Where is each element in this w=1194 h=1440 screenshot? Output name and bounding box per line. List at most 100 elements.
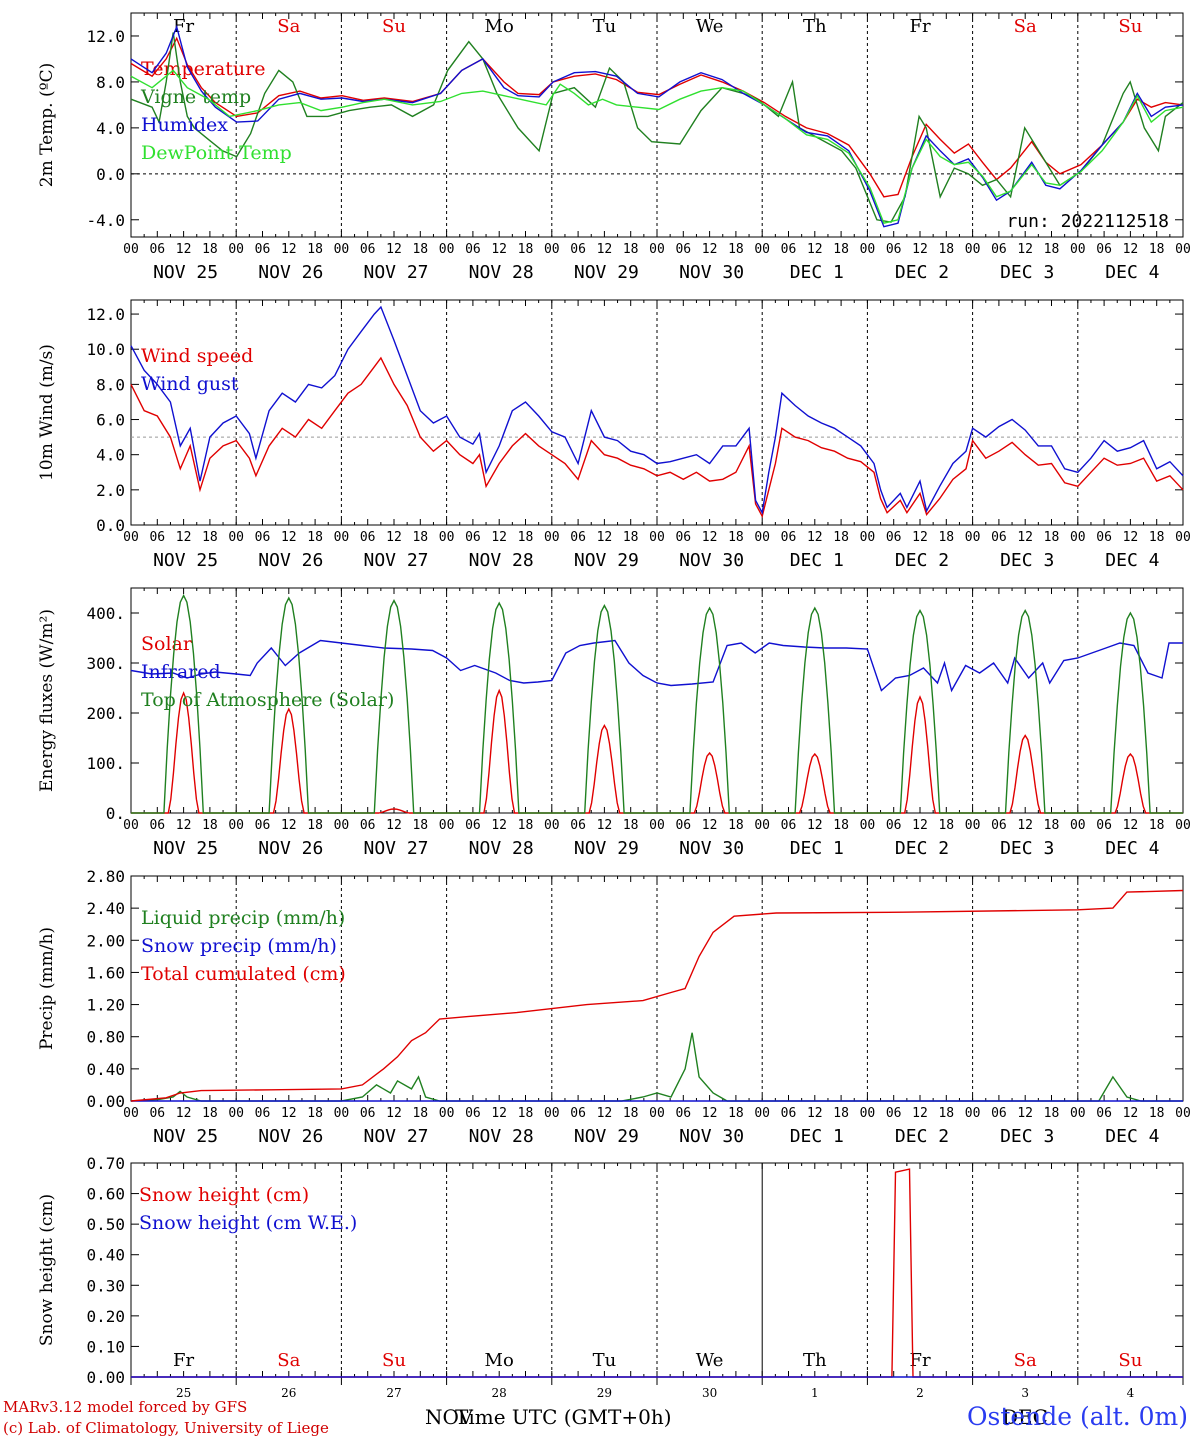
weekday-label: Su: [382, 16, 406, 37]
hour-tick-label: 12: [281, 1106, 297, 1121]
hour-tick-label: 18: [1044, 242, 1060, 257]
hour-tick-label: 06: [886, 1106, 902, 1121]
hour-tick-label: 06: [991, 818, 1007, 833]
hour-tick-label: 06: [360, 242, 376, 257]
series-line-wind-gust: [130, 305, 1184, 515]
date-label: DEC 3: [1000, 262, 1054, 283]
hour-tick-label: 06: [255, 530, 271, 545]
legend-dewpoint-temp: DewPoint Temp: [141, 142, 292, 164]
hour-tick-label: 00: [228, 242, 244, 257]
legend-wind-speed: Wind speed: [141, 345, 253, 367]
date-label: NOV 27: [363, 1126, 428, 1147]
hour-tick-label: 18: [833, 242, 849, 257]
hour-tick-label: 18: [307, 1106, 323, 1121]
hour-tick-label: 00: [439, 530, 455, 545]
hour-tick-label: 18: [307, 818, 323, 833]
hour-tick-label: 00: [754, 818, 770, 833]
hour-tick-label: 12: [1123, 530, 1139, 545]
series-line-dewpoint-temp: [130, 69, 1184, 225]
hour-tick-label: 00: [965, 1106, 981, 1121]
weekday-label: Th: [803, 1350, 827, 1371]
hour-tick-label: 12: [702, 1106, 718, 1121]
hour-tick-label: 00: [228, 530, 244, 545]
panel-frame-wind: [130, 299, 1184, 526]
y-axis-label-precip: Precip (mm/h): [37, 927, 57, 1050]
hour-tick-label: 00: [860, 530, 876, 545]
weekday-label: Fr: [909, 1350, 930, 1371]
hour-tick-label: 06: [465, 530, 481, 545]
date-label: NOV 25: [153, 838, 218, 859]
month-label-dec: DEC: [1002, 1405, 1048, 1429]
y-tick-label: 12.0: [86, 305, 125, 324]
y-tick-label: 1.20: [86, 996, 125, 1015]
day-number-label: 3: [1021, 1386, 1029, 1400]
y-tick-label: 4.0: [96, 119, 125, 138]
hour-tick-label: 18: [833, 818, 849, 833]
hour-tick-label: 12: [176, 818, 192, 833]
date-label: NOV 28: [469, 550, 534, 571]
weekday-label: Su: [382, 1350, 406, 1371]
hour-tick-label: 12: [912, 818, 928, 833]
legend-snow-height-cm-w-e-: Snow height (cm W.E.): [139, 1212, 357, 1234]
hour-tick-label: 12: [386, 818, 402, 833]
date-label: NOV 28: [469, 1126, 534, 1147]
hour-tick-label: 06: [781, 1106, 797, 1121]
hour-tick-label: 00: [123, 530, 139, 545]
legend-humidex: Humidex: [141, 114, 228, 136]
hour-tick-label: 12: [176, 242, 192, 257]
weekday-label: Tu: [593, 1350, 617, 1371]
hour-tick-label: 06: [1096, 818, 1112, 833]
legend-infrared: Infrared: [141, 661, 221, 683]
hour-tick-label: 12: [1123, 818, 1139, 833]
hour-tick-label: 12: [702, 530, 718, 545]
hour-tick-label: 12: [1017, 530, 1033, 545]
y-axis-label-wind: 10m Wind (m/s): [37, 344, 57, 481]
y-tick-label: 1.60: [86, 963, 125, 982]
legend-wind-gust: Wind gust: [141, 373, 239, 395]
day-number-label: 29: [597, 1386, 612, 1400]
hour-tick-label: 06: [255, 242, 271, 257]
date-label: NOV 29: [574, 550, 639, 571]
y-tick-label: 0.60: [86, 1185, 125, 1204]
hour-tick-label: 12: [1123, 1106, 1139, 1121]
day-number-label: 26: [281, 1386, 296, 1400]
date-label: NOV 29: [574, 1126, 639, 1147]
hour-tick-label: 12: [912, 1106, 928, 1121]
date-label: NOV 30: [679, 262, 744, 283]
y-tick-label: 400.: [86, 604, 125, 623]
hour-tick-label: 12: [807, 242, 823, 257]
hour-tick-label: 06: [570, 530, 586, 545]
hour-tick-label: 18: [202, 530, 218, 545]
hour-tick-label: 06: [675, 818, 691, 833]
hour-tick-label: 18: [938, 1106, 954, 1121]
date-label: DEC 3: [1000, 1126, 1054, 1147]
hour-tick-label: 18: [1044, 818, 1060, 833]
hour-tick-label: 00: [123, 818, 139, 833]
legend-vigne-temp: Vigne temp: [140, 86, 251, 108]
hour-tick-label: 06: [991, 530, 1007, 545]
legend-solar: Solar: [141, 633, 193, 655]
hour-tick-label: 00: [439, 1106, 455, 1121]
date-label: NOV 25: [153, 1126, 218, 1147]
y-tick-label: 0.40: [86, 1060, 125, 1079]
y-tick-label: 200.: [86, 704, 125, 723]
y-tick-label: 300.: [86, 654, 125, 673]
y-tick-label: 0.10: [86, 1337, 125, 1356]
hour-tick-label: 12: [1017, 1106, 1033, 1121]
weekday-label: Sa: [277, 1350, 300, 1371]
day-number-label: 1: [811, 1386, 819, 1400]
hour-tick-label: 00: [1070, 818, 1086, 833]
hour-tick-label: 18: [623, 818, 639, 833]
y-tick-label: -4.0: [86, 211, 125, 230]
hour-tick-label: 06: [360, 1106, 376, 1121]
series-line-temperature: [130, 36, 1184, 198]
hour-tick-label: 06: [886, 818, 902, 833]
legend-snow-height-cm-: Snow height (cm): [139, 1184, 309, 1206]
weekday-label: Su: [1118, 16, 1142, 37]
series-line-total-cumulated-cm-: [130, 889, 1184, 1102]
hour-tick-label: 12: [597, 1106, 613, 1121]
lab-credit: (c) Lab. of Climatology, University of L…: [3, 1419, 329, 1437]
weekday-label: Mo: [485, 1350, 514, 1371]
hour-tick-label: 06: [675, 242, 691, 257]
